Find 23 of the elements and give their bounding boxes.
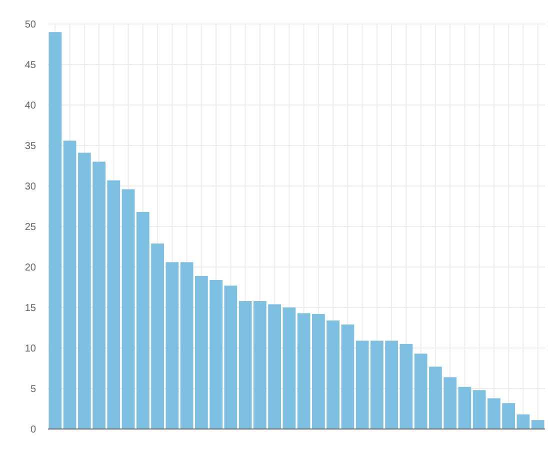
y-tick-label: 10 (24, 344, 36, 354)
bar (458, 386, 472, 429)
bar (297, 313, 310, 429)
y-tick-label: 0 (30, 424, 36, 436)
y-tick-label: 15 (24, 303, 36, 314)
bar (516, 414, 530, 429)
bar (282, 308, 296, 429)
bar (180, 262, 194, 429)
y-tick-label: 35 (24, 141, 36, 152)
y-tick-label: 40 (24, 100, 36, 112)
y-tick-label: 50 (24, 20, 36, 30)
bar (531, 420, 544, 429)
y-tick-label: 45 (24, 60, 36, 71)
y-tick-label: 5 (30, 384, 36, 395)
y-tick-label: 25 (24, 222, 36, 233)
bar (341, 324, 354, 429)
bar (122, 189, 135, 429)
bar (63, 140, 76, 429)
bar (400, 344, 413, 429)
y-tick-label: 20 (24, 262, 36, 274)
bar (48, 32, 62, 429)
y-tick-label: 30 (24, 182, 36, 192)
bar (238, 301, 252, 429)
